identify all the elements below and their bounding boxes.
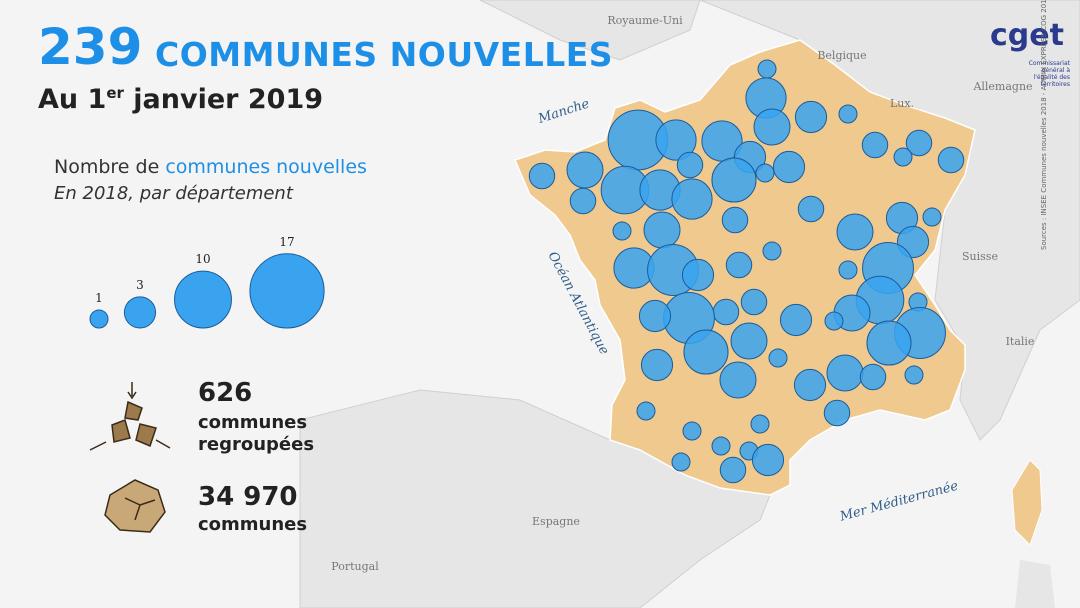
bubble xyxy=(712,298,740,326)
country-label: Suisse xyxy=(962,250,998,263)
sardinia xyxy=(1015,560,1055,608)
size-legend: 1 3 10 17 xyxy=(89,235,325,329)
subtitle-sup: er xyxy=(106,84,124,102)
bubble xyxy=(772,150,806,184)
legend-subtitle: En 2018, par département xyxy=(54,183,293,204)
stat-label-line: communes xyxy=(198,412,308,433)
bubble xyxy=(751,443,785,477)
bubble xyxy=(719,456,747,484)
legend-bubble xyxy=(249,253,325,329)
logo-subtitle: Commissariat général à l'égalité des ter… xyxy=(1028,60,1070,88)
legend-bubble xyxy=(123,296,157,329)
bubble xyxy=(893,147,913,167)
legend-title: Nombre de communes nouvelles xyxy=(54,156,367,178)
stat-label: communes regroupées xyxy=(198,412,314,456)
country-label: Portugal xyxy=(331,560,379,573)
sea-label: Manche xyxy=(536,96,592,127)
bubble xyxy=(859,363,887,391)
bubble xyxy=(757,59,777,79)
legend-label: 1 xyxy=(95,291,103,305)
corsica xyxy=(1011,459,1043,546)
bubble xyxy=(569,187,597,215)
legend-bubble xyxy=(89,309,109,329)
legend-title-highlight: communes nouvelles xyxy=(165,156,367,178)
bubble xyxy=(905,129,933,157)
merge-icon xyxy=(89,382,171,451)
headline: COMMUNES NOUVELLES xyxy=(155,35,614,74)
bubble xyxy=(711,436,731,456)
legend-bubble xyxy=(174,270,232,329)
bubble xyxy=(826,354,864,392)
legend-label: 17 xyxy=(279,235,294,249)
subtitle: Au 1er janvier 2019 xyxy=(38,84,323,115)
stat-number: 34 970 xyxy=(198,482,298,512)
bubble xyxy=(725,251,753,279)
country-label: Allemagne xyxy=(972,80,1032,93)
country-label: Royaume-Uni xyxy=(607,14,683,27)
bubble xyxy=(768,348,788,368)
bubble xyxy=(566,151,604,189)
stat-label-line: regroupées xyxy=(198,434,315,455)
sea-label: Mer Méditerranée xyxy=(837,479,960,525)
bubble xyxy=(638,299,672,333)
bubble xyxy=(838,260,858,280)
country-label: Espagne xyxy=(532,515,580,528)
bubble xyxy=(823,399,851,427)
bubble xyxy=(683,329,729,375)
bubble xyxy=(836,213,874,251)
bubble xyxy=(755,163,775,183)
country-label: Belgique xyxy=(817,49,866,62)
country-label: Italie xyxy=(1006,335,1035,348)
bubble xyxy=(793,368,827,402)
bubble xyxy=(612,221,632,241)
headline-number: 239 xyxy=(38,18,143,76)
bubbles xyxy=(528,59,965,484)
bubble xyxy=(711,157,757,203)
legend-label: 3 xyxy=(136,278,144,292)
bubble xyxy=(797,195,825,223)
bubble xyxy=(671,452,691,472)
sources: Sources : INSEE Communes nouvelles 2018 … xyxy=(1040,0,1048,250)
logo: cget xyxy=(990,18,1064,53)
bubble xyxy=(824,311,844,331)
bubble xyxy=(655,119,697,161)
subtitle-text: janvier 2019 xyxy=(123,84,324,115)
bubble xyxy=(676,151,704,179)
stat-label-line: communes xyxy=(198,514,308,535)
bubble xyxy=(719,361,757,399)
bubble xyxy=(721,206,749,234)
bubble xyxy=(937,146,965,174)
bubble xyxy=(753,108,791,146)
subtitle-text: Au 1 xyxy=(38,84,107,115)
country-label: Lux. xyxy=(890,97,914,110)
bubble xyxy=(866,320,912,366)
legend-title-text: Nombre de xyxy=(54,156,166,178)
bubble xyxy=(636,401,656,421)
bubble xyxy=(922,207,942,227)
bubble xyxy=(528,162,556,190)
stat-number: 626 xyxy=(198,378,253,408)
bubble xyxy=(779,303,813,337)
stat-label: communes xyxy=(198,514,307,536)
bubble xyxy=(750,414,770,434)
bubble xyxy=(904,365,924,385)
bubble xyxy=(838,104,858,124)
bubble xyxy=(640,348,674,382)
legend-label: 10 xyxy=(195,252,210,266)
bubble xyxy=(681,258,715,292)
bubble xyxy=(794,100,828,134)
bubble xyxy=(762,241,782,261)
bubble xyxy=(861,131,889,159)
communes-icon xyxy=(104,479,166,533)
bubble xyxy=(671,178,713,220)
bubble xyxy=(682,421,702,441)
bubble xyxy=(643,211,681,249)
bubble xyxy=(740,288,768,316)
bubble xyxy=(730,322,768,360)
